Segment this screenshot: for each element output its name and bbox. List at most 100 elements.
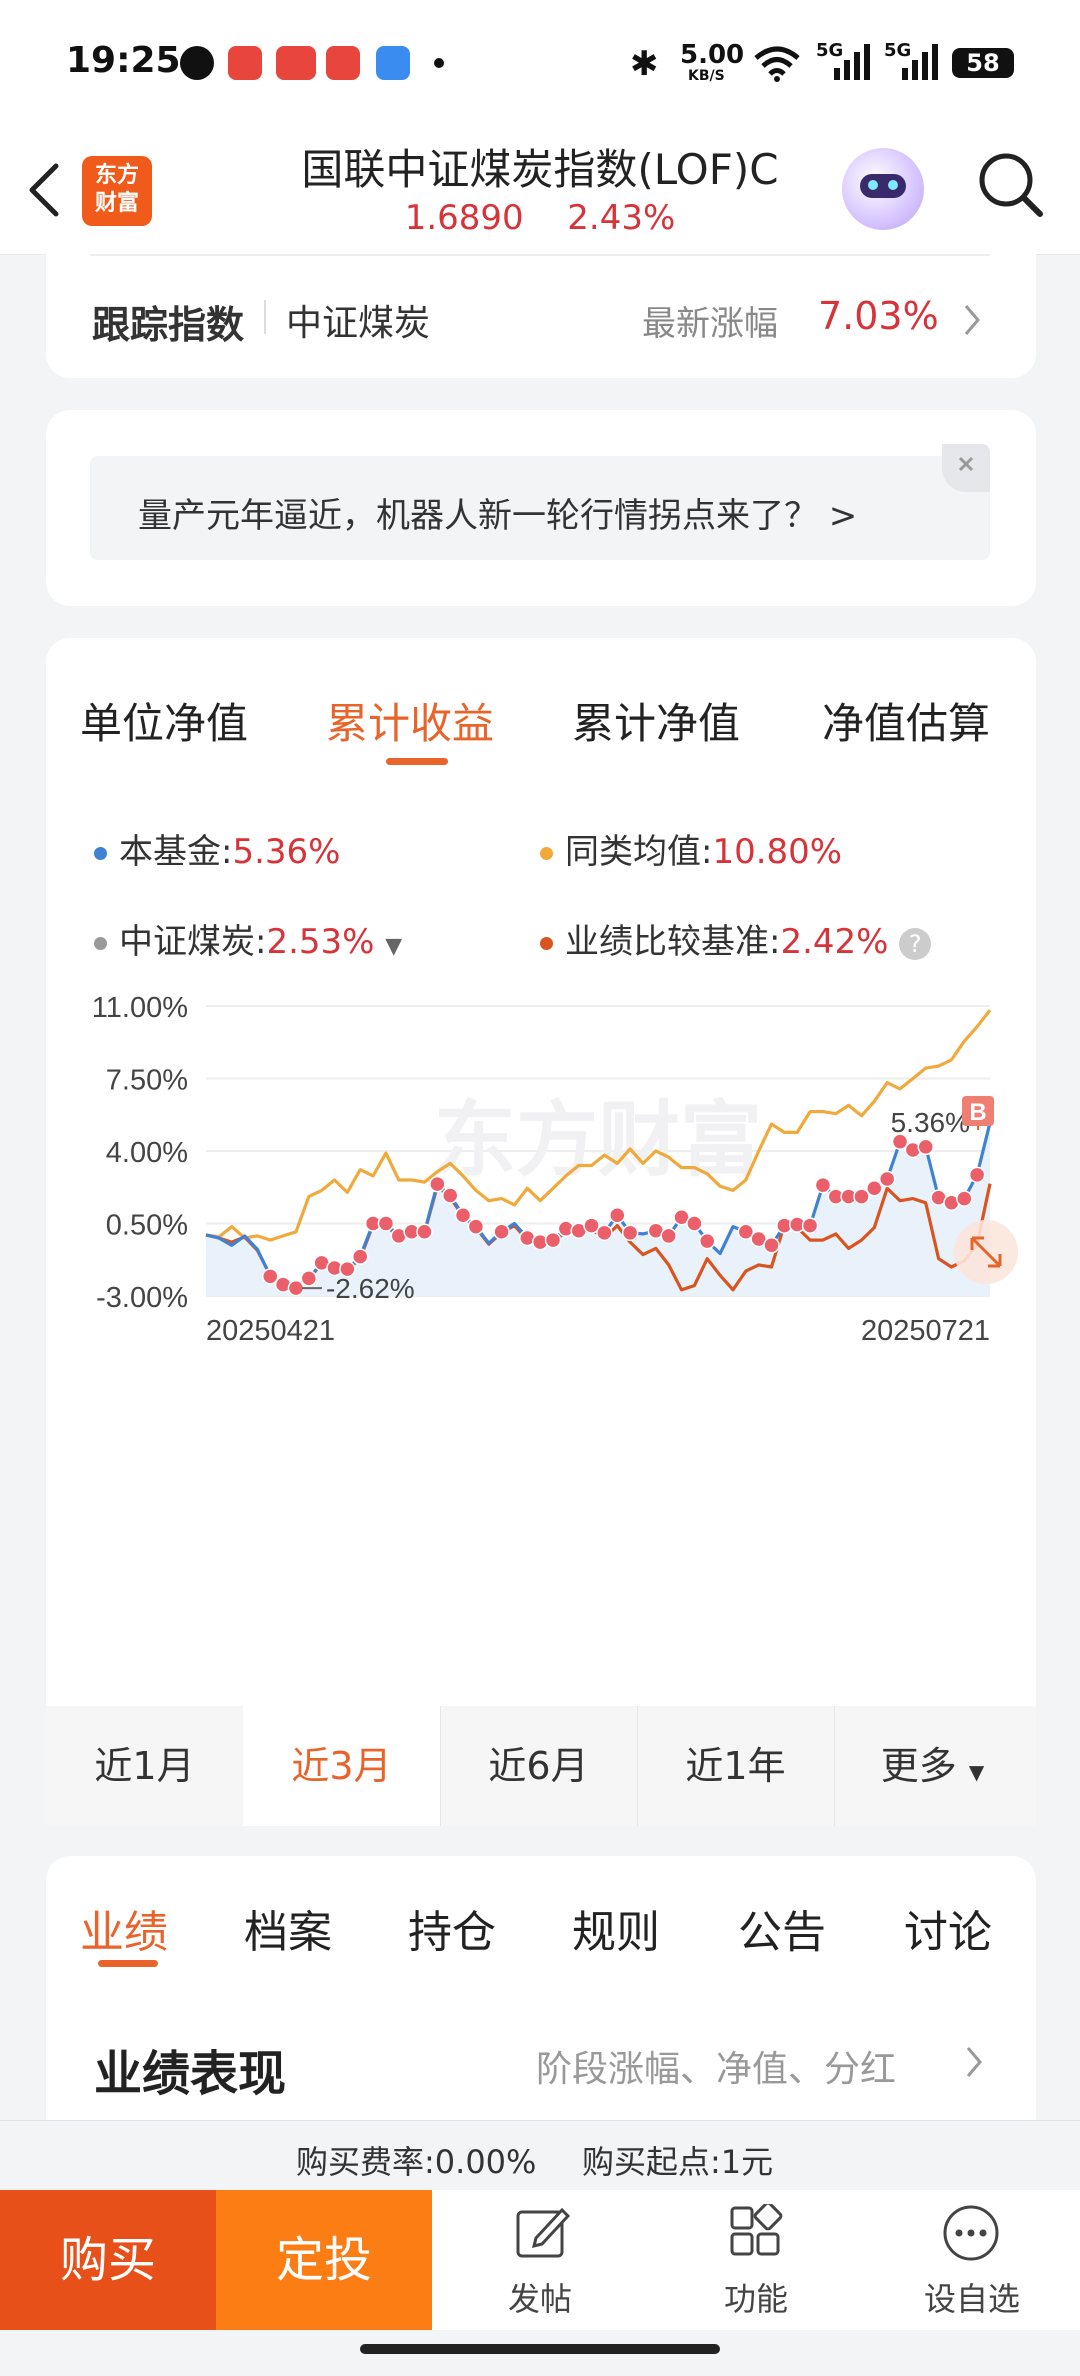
performance-link[interactable]: 阶段涨幅、净值、分红 [536, 2040, 896, 2092]
legend-peer: 同类均值:10.80% [540, 824, 842, 873]
logo-line2: 财富 [94, 191, 139, 216]
add-watchlist-button[interactable]: 设自选 [864, 2190, 1080, 2330]
x-start-label: 20250421 [206, 1315, 335, 1347]
tab-holdings[interactable]: 持仓 [408, 1907, 496, 1958]
trade-marker [814, 1176, 832, 1194]
latest-change-label: 最新涨幅 [642, 304, 778, 344]
period-3m[interactable]: 近3月 [243, 1706, 441, 1826]
trade-marker [763, 1237, 780, 1254]
cumulative-return-chart: 11.00% 7.50% 4.00% 0.50% -3.00% 东方财富 -2.62% 5.3… [92, 992, 1018, 1347]
buy-badge [962, 1096, 994, 1126]
tab-rules[interactable]: 规则 [572, 1907, 660, 1958]
video-icon [326, 46, 360, 80]
x-end-label: 20250721 [861, 1315, 990, 1347]
functions-button[interactable]: 功能 [648, 2190, 864, 2330]
promo-text: 量产元年逼近，机器人新一轮行情拐点来了？ > [138, 496, 858, 536]
legend-index-label: 中证煤炭: [119, 922, 267, 962]
purchase-fee: 购买费率:0.00% [296, 2143, 537, 2181]
tab-cumulative-return[interactable]: 累计收益 [326, 699, 495, 748]
legend-dot-benchmark [540, 937, 553, 950]
help-icon[interactable]: ? [899, 927, 932, 960]
dropdown-triangle-icon: ▼ [385, 934, 403, 959]
trade-marker [583, 1217, 600, 1234]
logo-line1: 东方 [94, 163, 139, 188]
trade-marker [300, 1270, 318, 1287]
trade-marker [596, 1224, 613, 1242]
status-time: 19:25 [66, 40, 181, 81]
legend-benchmark-label: 业绩比较基准: [565, 922, 781, 962]
net-speed-unit: KB/S [688, 68, 725, 84]
period-6m[interactable]: 近6月 [440, 1706, 638, 1826]
legend-dot-index [94, 937, 107, 950]
chevron-right-icon [966, 2047, 982, 2077]
header: 东方 财富 国联中证煤炭指数(LOF)C 1.6890 2.43% [0, 120, 1080, 255]
tab-performance[interactable]: 业绩 [80, 1907, 168, 1958]
legend-benchmark: 业绩比较基准:2.42% ? [540, 914, 932, 963]
trade-marker [621, 1224, 639, 1242]
tab-unit-nav[interactable]: 单位净值 [80, 699, 249, 748]
bottom-action-bar: 购买 定投 发帖 功能 设自选 [0, 2190, 1080, 2330]
legend-fund: 本基金:5.36% [94, 824, 340, 873]
y-tick-label: -3.00% [96, 1282, 188, 1314]
section-card: 业绩 档案 持仓 规则 公告 讨论 业绩表现 阶段涨幅、净值、分红 [46, 1856, 1036, 2120]
period-more[interactable]: 更多 ▼ [834, 1706, 1031, 1826]
trade-marker [660, 1227, 677, 1245]
performance-title: 业绩表现 [94, 2046, 287, 2102]
robot-assistant-icon[interactable] [842, 148, 924, 230]
legend-index[interactable]: 中证煤炭:2.53% ▼ [94, 914, 402, 963]
period-1m[interactable]: 近1月 [46, 1706, 244, 1826]
period-more-label: 更多 [880, 1744, 957, 1788]
tab-nav-estimate[interactable]: 净值估算 [822, 699, 991, 748]
post-button[interactable]: 发帖 [432, 2190, 648, 2330]
home-indicator [360, 2344, 720, 2354]
close-icon[interactable] [942, 444, 990, 492]
trade-marker [737, 1223, 755, 1241]
signal-1-label: 5G [816, 40, 844, 61]
buy-badge-label: B [969, 1099, 986, 1126]
legend-peer-value: 10.80% [712, 832, 843, 872]
toutiao-icon [276, 46, 316, 80]
watchlist-label: 设自选 [923, 2280, 1020, 2318]
trade-marker [441, 1187, 459, 1204]
period-1y[interactable]: 近1年 [637, 1706, 835, 1826]
search-icon[interactable] [976, 150, 1046, 220]
more-notifications-icon [434, 58, 444, 68]
chart-card: 单位净值 累计收益 累计净值 净值估算 本基金:5.36% 同类均值:10.80… [46, 638, 1036, 1708]
min-value-label: -2.62% [326, 1273, 415, 1304]
legend-benchmark-value: 2.42% [780, 922, 889, 962]
legend-fund-label: 本基金: [119, 832, 233, 872]
post-label: 发帖 [507, 2280, 572, 2318]
tab-discussion[interactable]: 讨论 [904, 1907, 992, 1958]
tab-profile[interactable]: 档案 [244, 1907, 332, 1958]
active-tab-indicator [386, 758, 448, 765]
trade-marker [416, 1223, 433, 1241]
fund-area [206, 1122, 990, 1296]
watermark: 东方财富 [434, 1093, 762, 1188]
section-tab-indicator [98, 1960, 158, 1967]
y-tick-label: 0.50% [106, 1210, 188, 1242]
tracking-index-name: 中证煤炭 [286, 303, 431, 344]
trade-marker [956, 1190, 973, 1207]
legend-index-value: 2.53% [266, 922, 375, 962]
more-dots-icon [943, 2205, 999, 2261]
back-arrow-icon[interactable] [24, 160, 64, 220]
caret-down-icon: ▼ [968, 1760, 985, 1784]
auto-invest-button[interactable]: 定投 [216, 2190, 432, 2330]
trade-marker [429, 1175, 446, 1193]
promo-banner[interactable]: 量产元年逼近，机器人新一轮行情拐点来了？ > [90, 456, 990, 560]
trade-marker [853, 1188, 870, 1205]
functions-label: 功能 [723, 2280, 788, 2318]
legend-dot-fund [94, 847, 107, 860]
trade-marker [801, 1217, 819, 1234]
edit-icon [516, 2207, 570, 2258]
eastmoney-logo[interactable]: 东方 财富 [82, 156, 152, 226]
nav-value: 1.6890 [404, 198, 524, 238]
wechat-icon [180, 46, 214, 80]
y-tick-label: 4.00% [106, 1137, 188, 1169]
trade-marker [544, 1231, 562, 1249]
fund-quote: 1.6890 2.43% [200, 198, 880, 238]
tab-announcements[interactable]: 公告 [738, 1907, 826, 1958]
tracking-index-row[interactable]: 跟踪指数 中证煤炭 最新涨幅 7.03% [46, 254, 1036, 378]
buy-button[interactable]: 购买 [0, 2190, 216, 2330]
tab-cumulative-nav[interactable]: 累计净值 [572, 699, 741, 748]
